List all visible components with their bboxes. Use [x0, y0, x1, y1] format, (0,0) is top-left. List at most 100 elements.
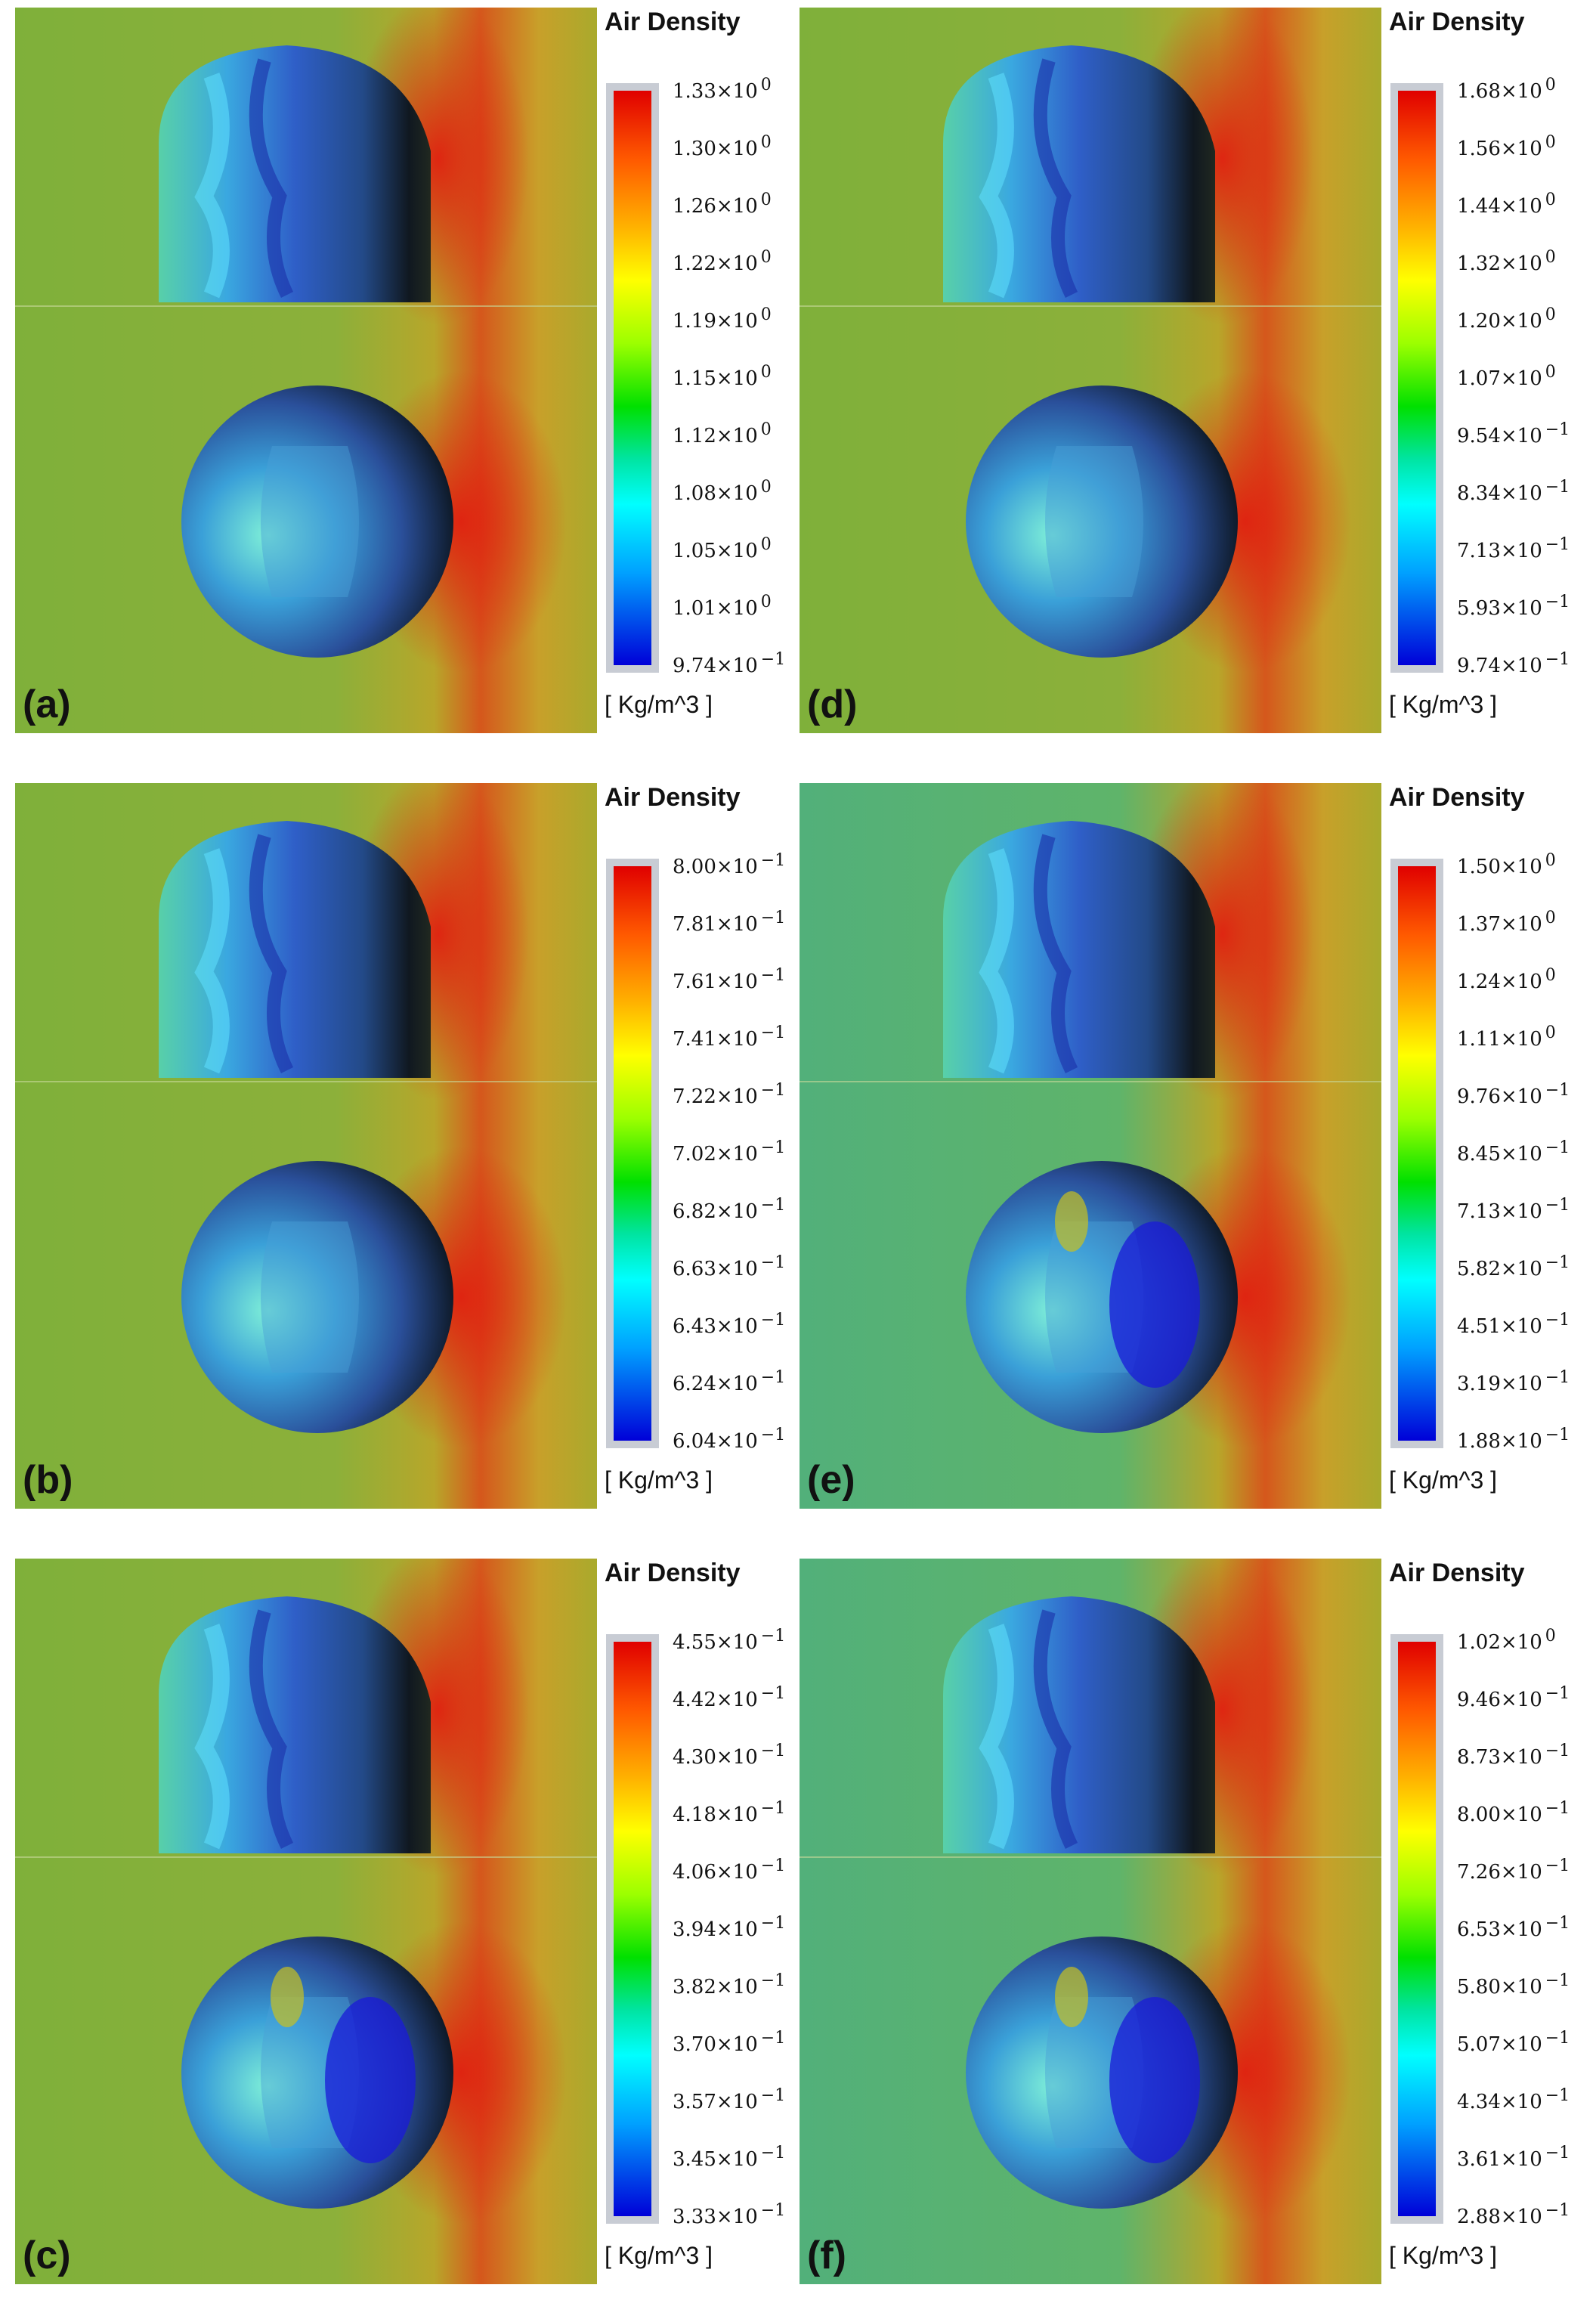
front-view — [966, 370, 1351, 673]
colorbar-tick-label: 7.41×10 −1 — [673, 1023, 786, 1051]
colorbar-tick-label: 2.88×10 −1 — [1457, 2201, 1570, 2229]
panel-label: (d) — [807, 683, 858, 726]
colorbar — [606, 83, 659, 673]
legend-units: [ Kg/m^3 ] — [605, 2242, 713, 2269]
colorbar-tick-label: 9.46×10 −1 — [1457, 1684, 1570, 1712]
colorbar-tick-label: 1.08×10 0 — [673, 478, 772, 506]
colorbar-gradient — [1398, 866, 1436, 1441]
front-view — [181, 1921, 567, 2224]
front-view — [181, 1146, 567, 1448]
colorbar-tick-label: 7.02×10 −1 — [673, 1138, 786, 1166]
front-view — [966, 1921, 1351, 2224]
colorbar-tick-label: 1.01×10 0 — [673, 593, 772, 621]
colorbar-tick-label: 8.45×10 −1 — [1457, 1138, 1570, 1166]
colorbar — [1390, 859, 1443, 1448]
legend-units: [ Kg/m^3 ] — [1389, 1466, 1498, 1494]
colorbar-tick-label: 8.34×10 −1 — [1457, 478, 1570, 506]
colorbar-tick-label: 7.26×10 −1 — [1457, 1856, 1570, 1884]
colorbar-tick-label: 4.55×10 −1 — [673, 1627, 786, 1655]
colorbar-tick-label: 9.76×10 −1 — [1457, 1081, 1570, 1109]
colorbar-tick-label: 1.11×10 0 — [1457, 1023, 1556, 1051]
legend-title: Air Density — [605, 783, 741, 812]
legend-units: [ Kg/m^3 ] — [1389, 2242, 1498, 2269]
colorbar-tick-label: 4.34×10 −1 — [1457, 2086, 1570, 2114]
panel-label: (f) — [807, 2234, 846, 2277]
legend-units: [ Kg/m^3 ] — [605, 691, 713, 718]
colorbar-tick-label: 1.15×10 0 — [673, 363, 772, 391]
colorbar-tick-label: 7.22×10 −1 — [673, 1081, 786, 1109]
colorbar-tick-label: 1.30×10 0 — [673, 133, 772, 161]
colorbar-tick-label: 8.00×10 −1 — [673, 851, 786, 879]
colorbar-tick-label: 4.06×10 −1 — [673, 1856, 786, 1884]
density-contour-image: (f) — [800, 1559, 1381, 2284]
colorbar-tick-label: 9.54×10 −1 — [1457, 420, 1570, 448]
colorbar-ticks: 1.33×10 0 1.30×10 0 1.26×10 0 1.22×10 0 1.19×10 0… — [673, 76, 793, 677]
legend-units: [ Kg/m^3 ] — [605, 1466, 713, 1494]
colorbar-ticks: 4.55×10 −1 4.42×10 −1 4.30×10 −1 4.18×10 −1 4.06… — [673, 1627, 793, 2228]
colorbar-tick-label: 3.19×10 −1 — [1457, 1368, 1570, 1396]
colorbar — [1390, 83, 1443, 673]
colorbar-tick-label: 1.12×10 0 — [673, 420, 772, 448]
colorbar-tick-label: 1.88×10 −1 — [1457, 1426, 1570, 1454]
colorbar-ticks: 1.68×10 0 1.56×10 0 1.44×10 0 1.32×10 0 1.20×10 0… — [1457, 76, 1578, 677]
colorbar-tick-label: 9.74×10 −1 — [673, 650, 786, 678]
colorbar-tick-label: 7.13×10 −1 — [1457, 535, 1570, 563]
colorbar-tick-label: 4.42×10 −1 — [673, 1684, 786, 1712]
side-view — [800, 783, 1381, 1101]
colorbar-tick-label: 6.24×10 −1 — [673, 1368, 786, 1396]
colorbar-tick-label: 3.82×10 −1 — [673, 1971, 786, 1999]
colorbar-tick-label: 1.33×10 0 — [673, 76, 772, 104]
colorbar-ticks: 1.50×10 0 1.37×10 0 1.24×10 0 1.11×10 0 9.76×10−… — [1457, 851, 1578, 1453]
colorbar-tick-label: 1.19×10 0 — [673, 305, 772, 333]
colorbar-tick-label: 1.50×10 0 — [1457, 851, 1556, 879]
colorbar-tick-label: 6.82×10 −1 — [673, 1196, 786, 1224]
colorbar-tick-label: 6.43×10 −1 — [673, 1311, 786, 1339]
colorbar-tick-label: 1.22×10 0 — [673, 248, 772, 276]
colorbar-tick-label: 1.37×10 0 — [1457, 909, 1556, 937]
colorbar-tick-label: 1.02×10 0 — [1457, 1627, 1556, 1655]
legend-title: Air Density — [1389, 783, 1525, 812]
colorbar-tick-label: 1.26×10 0 — [673, 190, 772, 218]
panel-label: (c) — [23, 2234, 71, 2277]
panel-b: (b) Air Density 8.00×10 −1 7.81×10 −1 7.61×10−… — [15, 783, 793, 1509]
colorbar — [606, 859, 659, 1448]
panel-c: (c) Air Density 4.55×10 −1 4.42×10 −1 4.30×10−… — [15, 1559, 793, 2284]
colorbar-tick-label: 6.04×10 −1 — [673, 1426, 786, 1454]
colorbar-gradient — [1398, 1642, 1436, 2216]
colorbar — [1390, 1634, 1443, 2224]
colorbar-tick-label: 6.63×10 −1 — [673, 1253, 786, 1281]
density-contour-image: (c) — [15, 1559, 597, 2284]
colorbar-tick-label: 8.00×10 −1 — [1457, 1799, 1570, 1827]
colorbar-tick-label: 3.94×10 −1 — [673, 1914, 786, 1942]
colorbar-tick-label: 3.61×10 −1 — [1457, 2144, 1570, 2172]
colorbar-gradient — [614, 866, 651, 1441]
front-view — [966, 1146, 1351, 1448]
colorbar-tick-label: 5.93×10 −1 — [1457, 593, 1570, 621]
colorbar-tick-label: 4.30×10 −1 — [673, 1742, 786, 1769]
side-view — [15, 783, 597, 1101]
colorbar-ticks: 1.02×10 0 9.46×10 −1 8.73×10 −1 8.00×10 −1 7.26×… — [1457, 1627, 1578, 2228]
colorbar-tick-label: 1.20×10 0 — [1457, 305, 1556, 333]
legend-title: Air Density — [1389, 1559, 1525, 1587]
side-view — [800, 1559, 1381, 1876]
density-contour-image: (e) — [800, 783, 1381, 1509]
colorbar-tick-label: 9.74×10 −1 — [1457, 650, 1570, 678]
density-contour-image: (d) — [800, 8, 1381, 733]
colorbar-tick-label: 3.33×10 −1 — [673, 2201, 786, 2229]
colorbar-tick-label: 3.57×10 −1 — [673, 2086, 786, 2114]
density-contour-image: (a) — [15, 8, 597, 733]
colorbar-tick-label: 5.07×10 −1 — [1457, 2029, 1570, 2057]
colorbar-tick-label: 1.56×10 0 — [1457, 133, 1556, 161]
colorbar-gradient — [1398, 91, 1436, 665]
density-contour-image: (b) — [15, 783, 597, 1509]
colorbar-tick-label: 1.32×10 0 — [1457, 248, 1556, 276]
colorbar-tick-label: 5.82×10 −1 — [1457, 1253, 1570, 1281]
colorbar-tick-label: 1.24×10 0 — [1457, 966, 1556, 994]
legend-title: Air Density — [605, 1559, 741, 1587]
colorbar-tick-label: 7.61×10 −1 — [673, 966, 786, 994]
panel-a: (a) Air Density 1.33×10 0 1.30×10 0 1.26×10 0 1.… — [15, 8, 793, 733]
panel-e: (e) Air Density 1.50×10 0 1.37×10 0 1.24×10 0 1.… — [800, 783, 1578, 1509]
panel-f: (f) Air Density 1.02×10 0 9.46×10 −1 8.73×10 −1… — [800, 1559, 1578, 2284]
colorbar-gradient — [614, 1642, 651, 2216]
panel-label: (e) — [807, 1458, 855, 1502]
